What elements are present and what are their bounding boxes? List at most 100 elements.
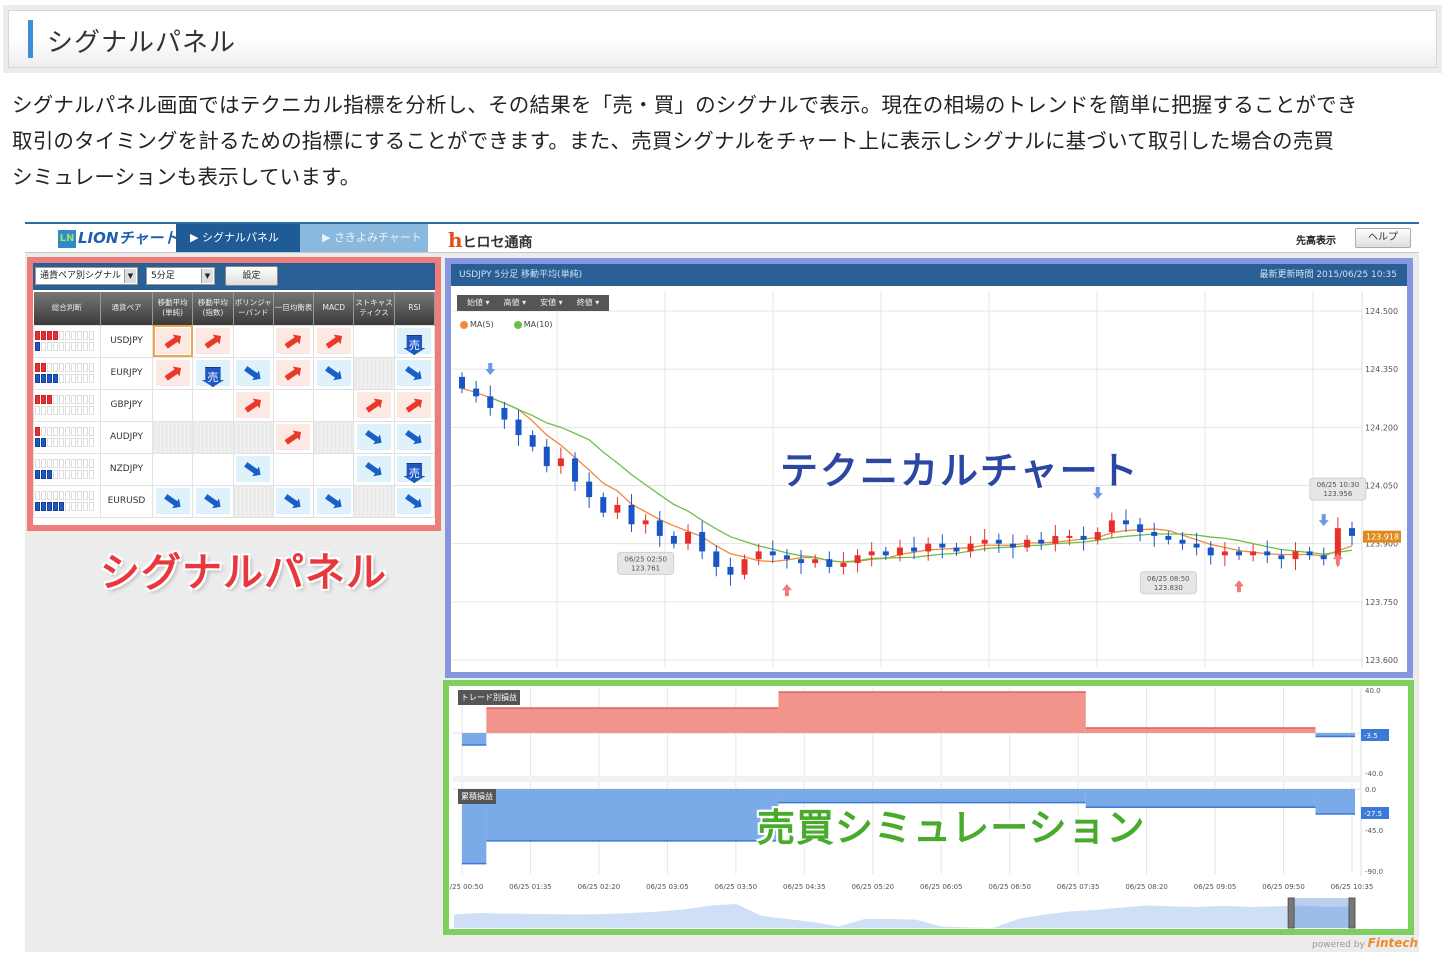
signal-cell-buy[interactable]: ➡ xyxy=(192,324,234,358)
signal-cell-buy[interactable]: ➡ xyxy=(151,356,194,390)
signal-cell-buy[interactable]: ➡ xyxy=(232,388,274,422)
tab-signal-panel[interactable]: ▶ シグナルパネル xyxy=(176,224,300,252)
signal-cell-sell[interactable]: ➡ xyxy=(272,484,315,518)
legend-ma-long[interactable]: MA(10) xyxy=(513,320,553,329)
chart-symbol-info: USDJPY 5分足 移動平均(単純) xyxy=(459,270,583,280)
candle-body xyxy=(995,539,1002,544)
signal-cell-none[interactable] xyxy=(272,452,315,486)
signal-cell-na[interactable] xyxy=(353,484,395,518)
signal-cell-buy[interactable]: ➡ xyxy=(272,356,315,390)
signal-cell-none[interactable] xyxy=(313,388,355,422)
legend-dot-icon xyxy=(513,320,522,329)
signal-cell-sell[interactable]: ➡ xyxy=(151,484,194,518)
x-tick-label: 06/25 02:20 xyxy=(578,883,621,891)
signal-mode-select[interactable]: 通貨ペア別シグナル ▼ xyxy=(35,267,138,285)
signal-cell-none[interactable] xyxy=(151,388,194,422)
settings-button[interactable]: 設定 xyxy=(225,266,278,286)
currency-pair[interactable]: NZDJPY xyxy=(100,452,153,486)
signal-cell-sell[interactable]: ➡ xyxy=(353,452,395,486)
signal-cell-buy[interactable]: ➡ xyxy=(353,388,395,422)
column-header: RSI xyxy=(394,292,436,325)
signal-cell-sell[interactable]: ➡ xyxy=(353,419,395,455)
signal-cell-sell[interactable]: ➡ xyxy=(393,483,436,519)
candle-body xyxy=(812,559,819,564)
signal-cell-sell[interactable]: ➡ xyxy=(393,420,436,454)
signal-cell-sell[interactable]: ➡ xyxy=(232,356,274,390)
signal-cell-none[interactable] xyxy=(151,452,194,486)
candle-body xyxy=(1306,551,1313,556)
signal-cell-buy[interactable]: ➡ xyxy=(393,388,436,422)
tab-sakiyomi-chart[interactable]: ▶ さきよみチャート xyxy=(300,224,428,252)
trade-pl-bar xyxy=(462,733,487,745)
high-price-tab[interactable]: 高値 ▾ xyxy=(503,298,527,307)
candle-body xyxy=(882,551,889,556)
signal-cell-none[interactable] xyxy=(313,452,355,486)
signal-cell-none[interactable] xyxy=(192,452,234,486)
simulation-chart[interactable]: 40.0 -40.0 0.0 -45.0 -90.0 -3.5 -27.5 06/25 00:… xyxy=(449,686,1408,929)
signal-cell-none[interactable] xyxy=(353,324,395,358)
currency-pair[interactable]: GBPJPY xyxy=(100,388,153,422)
powered-by: powered by Fintech xyxy=(1312,936,1418,950)
currency-pair[interactable]: EURUSD xyxy=(100,484,153,518)
signal-cell-na[interactable] xyxy=(192,420,234,454)
candle-body xyxy=(1094,532,1101,540)
signal-cell-buy[interactable]: ➡ xyxy=(313,324,355,358)
signal-cell-sell[interactable]: ➡ xyxy=(393,356,436,390)
signal-cell-none[interactable] xyxy=(232,324,274,358)
app-logo: LN LIONチャート xyxy=(58,227,178,248)
annotation-price: 123.956 xyxy=(1323,490,1352,498)
signal-cell-sell[interactable]: ➡ xyxy=(313,356,355,390)
signal-cell-sell[interactable]: ➡ xyxy=(313,484,355,518)
annotation-time: 06/25 10:30 xyxy=(1317,481,1360,489)
strong-sell-icon: 売 xyxy=(403,335,426,355)
candle-body xyxy=(699,532,706,552)
timeframe-value: 5分足 xyxy=(151,271,175,281)
candlestick-chart[interactable]: 124.500 124.350 124.200 124.050 123.900 123.7… xyxy=(452,287,1406,672)
candle-body xyxy=(727,566,734,575)
signal-cell-sell[interactable]: ➡ xyxy=(232,452,274,486)
signal-cell-na[interactable] xyxy=(151,420,194,454)
price-annotation-box xyxy=(1139,571,1197,595)
close-price-tab[interactable]: 終値 ▾ xyxy=(576,298,600,307)
legend-ma-short[interactable]: MA(5) xyxy=(460,320,494,329)
candle-body xyxy=(642,520,649,525)
signal-cell-buy[interactable]: ➡ xyxy=(272,324,315,358)
signal-cell-strong_sell[interactable]: 売 xyxy=(393,452,436,486)
x-tick-label: 06/25 03:50 xyxy=(715,883,758,891)
trade-pl-bar xyxy=(486,708,779,733)
signal-cell-buy[interactable]: ➡ xyxy=(151,324,194,358)
column-header: 移動平均(指数) xyxy=(192,292,234,325)
low-price-tab[interactable]: 安値 ▾ xyxy=(540,298,563,307)
open-price-tab[interactable]: 始値 ▾ xyxy=(467,298,490,307)
currency-pair[interactable]: EURJPY xyxy=(100,356,153,390)
signal-cell-sell[interactable]: ➡ xyxy=(192,484,234,518)
signal-cell-na[interactable] xyxy=(353,356,395,390)
candle-body xyxy=(529,435,536,447)
sell-arrow-icon: ➡ xyxy=(398,483,431,519)
timeframe-select[interactable]: 5分足 ▼ xyxy=(146,267,215,285)
signal-cell-none[interactable] xyxy=(192,388,234,422)
column-header: ストキャスティクス xyxy=(353,292,395,325)
signal-cell-na[interactable] xyxy=(313,420,355,454)
signal-cell-none[interactable] xyxy=(272,388,315,422)
section-title: シグナルパネル xyxy=(47,28,237,58)
candle-body xyxy=(1122,520,1129,525)
candle-body xyxy=(1165,535,1172,540)
candle-body xyxy=(911,547,918,552)
y-tick-label: 124.050 xyxy=(1365,482,1398,491)
candle-body xyxy=(1349,528,1355,536)
sell-arrow-icon: ➡ xyxy=(357,419,391,455)
current-price-tag xyxy=(1363,530,1401,543)
signal-cell-strong_sell[interactable]: 売 xyxy=(393,324,436,358)
currency-pair[interactable]: USDJPY xyxy=(100,324,153,358)
signal-cell-buy[interactable]: ➡ xyxy=(272,420,315,454)
sell-signal-arrow-icon xyxy=(1092,487,1103,500)
candle-body xyxy=(741,559,748,575)
help-button[interactable]: ヘルプ xyxy=(1355,228,1411,248)
signal-cell-na[interactable] xyxy=(232,484,274,518)
sentaka-link[interactable]: 先高表示 xyxy=(1296,236,1336,247)
currency-pair[interactable]: AUDJPY xyxy=(100,420,153,454)
signal-cell-na[interactable] xyxy=(232,420,274,454)
signal-table: 総合判断 通貨ペア 移動平均(単純) 移動平均(指数) ボリンジャーバンド 一目均衡表 MA… xyxy=(33,292,436,519)
signal-cell-strong_sell[interactable]: 売 xyxy=(192,356,234,390)
